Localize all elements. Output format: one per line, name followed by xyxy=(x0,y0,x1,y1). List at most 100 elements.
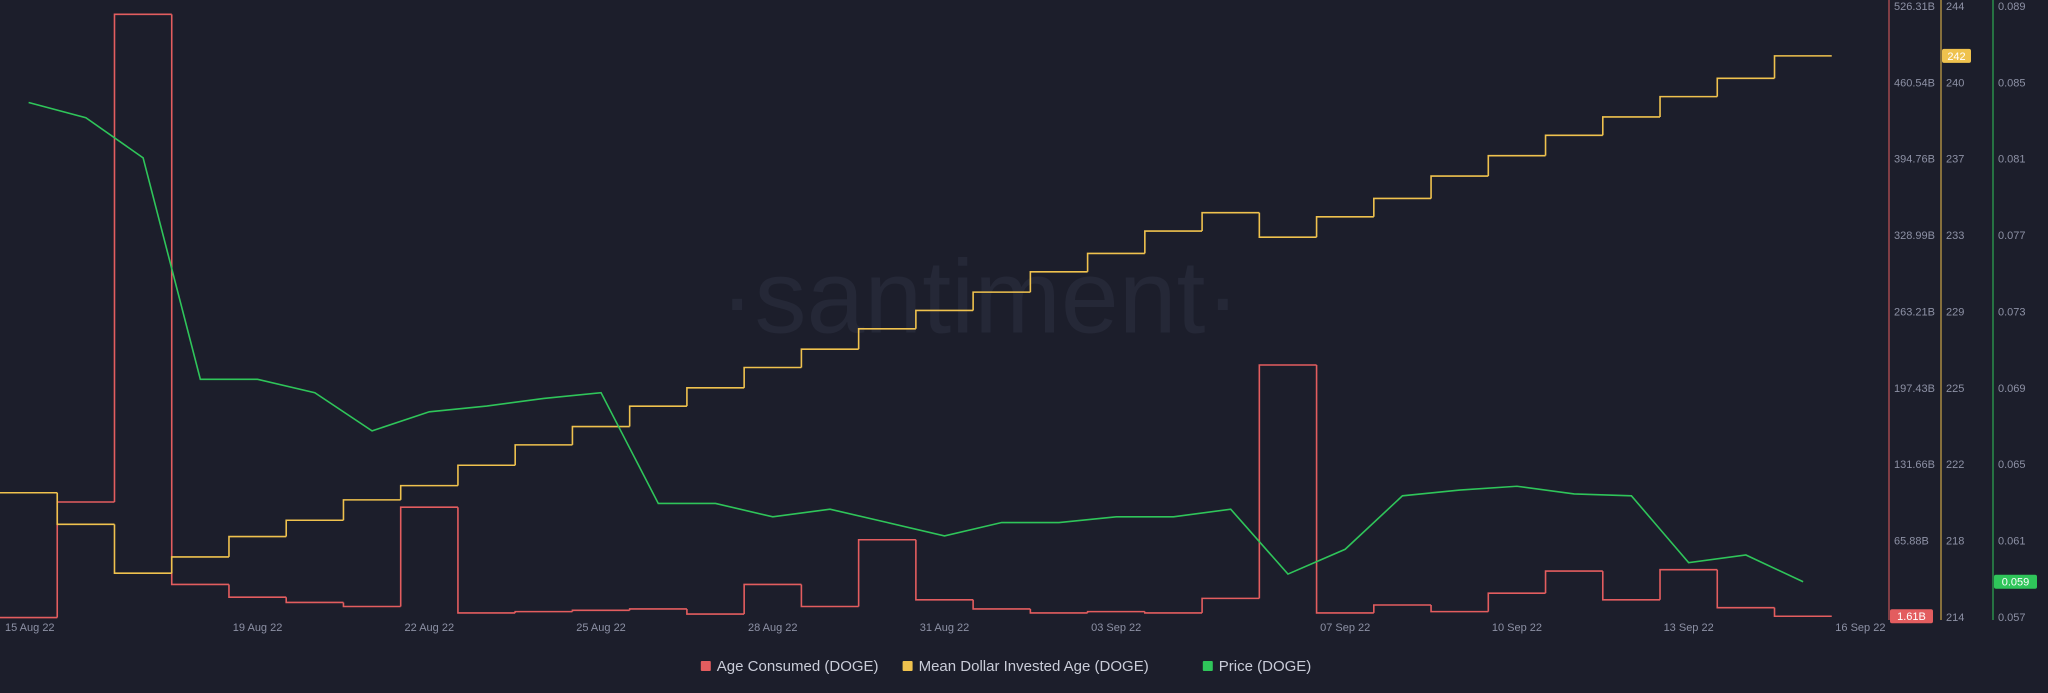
step-segment xyxy=(972,599,1031,610)
tick-label: 240 xyxy=(1946,77,1964,89)
step-segment xyxy=(1716,77,1775,97)
tick-label: 0.069 xyxy=(1998,383,2026,395)
step-segment xyxy=(1144,230,1203,254)
x-tick-label: 13 Sep 22 xyxy=(1664,622,1714,634)
step-segment xyxy=(857,327,916,350)
step-segment xyxy=(686,608,745,615)
legend-label: Mean Dollar Invested Age (DOGE) xyxy=(919,658,1149,675)
tick-label: 218 xyxy=(1946,536,1964,548)
step-segment xyxy=(1373,604,1432,613)
step-segment xyxy=(972,291,1031,311)
tick-label: 0.061 xyxy=(1998,536,2026,548)
x-tick-label: 07 Sep 22 xyxy=(1320,622,1370,634)
x-tick-label: 03 Sep 22 xyxy=(1091,622,1141,634)
step-segment xyxy=(1487,592,1546,612)
tick-label: 526.31B xyxy=(1894,1,1935,13)
step-segment xyxy=(1258,212,1317,238)
step-segment xyxy=(113,524,172,574)
step-segment xyxy=(800,348,859,368)
step-segment xyxy=(342,602,401,608)
step-segment xyxy=(1716,569,1775,609)
tick-label: 0.085 xyxy=(1998,77,2026,89)
tick-label: 197.43B xyxy=(1894,383,1935,395)
tick-label: 237 xyxy=(1946,154,1964,166)
step-segment xyxy=(1086,610,1145,613)
step-segment xyxy=(1315,364,1374,614)
x-tick-label: 16 Sep 22 xyxy=(1835,622,1885,634)
step-segment xyxy=(915,309,974,329)
tick-label: 0.077 xyxy=(1998,230,2026,242)
value-badge xyxy=(1890,609,1933,624)
legend-label: Price (DOGE) xyxy=(1219,658,1312,675)
x-tick-label: 25 Aug 22 xyxy=(576,622,626,634)
x-tick-label: 10 Sep 22 xyxy=(1492,622,1542,634)
tick-label: 328.99B xyxy=(1894,230,1935,242)
tick-label: 233 xyxy=(1946,230,1964,242)
step-segment xyxy=(1201,597,1260,613)
step-segment xyxy=(1659,568,1718,600)
tick-label: 214 xyxy=(1946,612,1964,624)
value-badge-label: 0.059 xyxy=(2002,577,2030,589)
x-tick-label: 22 Aug 22 xyxy=(405,622,455,634)
step-segment xyxy=(1773,55,1832,79)
step-segment xyxy=(1144,611,1203,614)
step-segment xyxy=(628,608,687,611)
tick-label: 0.089 xyxy=(1998,1,2026,13)
step-segment xyxy=(743,366,802,388)
step-segment xyxy=(285,597,344,604)
step-segment xyxy=(743,583,802,615)
step-segment xyxy=(1086,252,1145,272)
step-segment xyxy=(399,484,458,500)
step-segment xyxy=(800,584,859,608)
x-tick-label: 31 Aug 22 xyxy=(920,622,970,634)
tick-label: 263.21B xyxy=(1894,306,1935,318)
x-tick-label: 15 Aug 22 xyxy=(5,622,55,634)
step-segment xyxy=(1029,270,1088,293)
x-tick-label: 19 Aug 22 xyxy=(233,622,283,634)
step-segment xyxy=(170,14,229,586)
value-badge-label: 1.61B xyxy=(1897,611,1926,623)
step-segment xyxy=(1315,215,1374,238)
legend-swatch xyxy=(700,661,711,671)
step-segment xyxy=(342,499,401,521)
step-segment xyxy=(1258,364,1317,599)
tick-label: 222 xyxy=(1946,459,1964,471)
step-segment xyxy=(56,492,115,526)
watermark: ·santiment· xyxy=(720,239,1240,355)
step-segment xyxy=(686,387,745,407)
step-segment xyxy=(571,609,630,612)
tick-label: 0.065 xyxy=(1998,459,2026,471)
step-segment xyxy=(399,506,458,607)
tick-label: 65.88B xyxy=(1894,536,1929,548)
tick-label: 131.66B xyxy=(1894,459,1935,471)
tick-label: 460.54B xyxy=(1894,77,1935,89)
tick-label: 244 xyxy=(1946,1,1964,13)
step-segment xyxy=(457,507,516,614)
legend-swatch xyxy=(1202,661,1213,671)
tick-label: 225 xyxy=(1946,383,1964,395)
step-segment xyxy=(1487,154,1546,177)
step-segment xyxy=(1430,175,1489,199)
legend-label: Age Consumed (DOGE) xyxy=(717,658,879,675)
step-segment xyxy=(1773,607,1832,618)
step-segment xyxy=(1659,95,1718,117)
step-segment xyxy=(1201,211,1260,232)
step-segment xyxy=(514,444,573,466)
step-segment xyxy=(628,405,687,427)
tick-label: 0.081 xyxy=(1998,154,2026,166)
step-segment xyxy=(1544,134,1603,156)
step-segment xyxy=(170,556,229,574)
step-segment xyxy=(228,535,287,557)
tick-label: 0.073 xyxy=(1998,306,2026,318)
x-tick-label: 28 Aug 22 xyxy=(748,622,798,634)
value-badge-label: 242 xyxy=(1947,51,1965,63)
step-segment xyxy=(113,13,172,503)
value-badge xyxy=(1994,574,2037,589)
step-segment xyxy=(571,425,630,445)
price-line xyxy=(28,101,1804,583)
step-segment xyxy=(228,584,287,599)
tick-label: 0.057 xyxy=(1998,612,2026,624)
tick-label: 394.76B xyxy=(1894,154,1935,166)
